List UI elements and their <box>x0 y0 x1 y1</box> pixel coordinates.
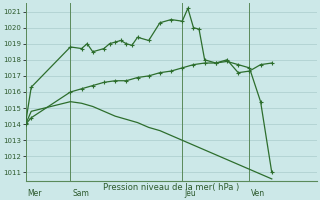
Text: Ven: Ven <box>251 189 265 198</box>
Text: Sam: Sam <box>72 189 89 198</box>
Text: Jeu: Jeu <box>184 189 196 198</box>
X-axis label: Pression niveau de la mer( hPa ): Pression niveau de la mer( hPa ) <box>103 183 239 192</box>
Text: Mer: Mer <box>27 189 42 198</box>
